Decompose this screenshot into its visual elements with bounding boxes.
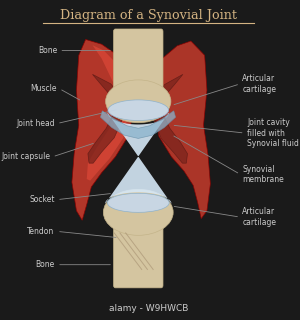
Text: Joint head: Joint head <box>16 119 55 128</box>
Ellipse shape <box>106 80 171 123</box>
Text: Socket: Socket <box>29 195 55 204</box>
Polygon shape <box>100 111 176 139</box>
FancyBboxPatch shape <box>113 224 163 288</box>
Polygon shape <box>88 74 123 163</box>
Polygon shape <box>87 45 129 180</box>
Text: Muscle: Muscle <box>31 84 57 93</box>
Polygon shape <box>153 74 188 163</box>
Text: Bone: Bone <box>38 46 57 55</box>
Ellipse shape <box>108 100 169 121</box>
Text: Articular
cartilage: Articular cartilage <box>242 207 276 227</box>
Text: Tendon: Tendon <box>28 227 55 236</box>
Text: Bone: Bone <box>35 260 55 269</box>
Text: Diagram of a Synovial Joint: Diagram of a Synovial Joint <box>60 9 237 22</box>
Polygon shape <box>153 41 210 219</box>
FancyBboxPatch shape <box>113 29 163 93</box>
Text: Joint capsule: Joint capsule <box>1 152 50 161</box>
Text: Joint cavity
filled with
Synovial fluid: Joint cavity filled with Synovial fluid <box>247 118 299 148</box>
Ellipse shape <box>107 193 169 212</box>
Text: Articular
cartilage: Articular cartilage <box>242 74 276 93</box>
Text: alamy - W9HWCB: alamy - W9HWCB <box>109 304 188 313</box>
Ellipse shape <box>103 189 173 235</box>
Text: Synovial
membrane: Synovial membrane <box>242 164 284 184</box>
Polygon shape <box>105 112 172 204</box>
Polygon shape <box>72 39 135 220</box>
